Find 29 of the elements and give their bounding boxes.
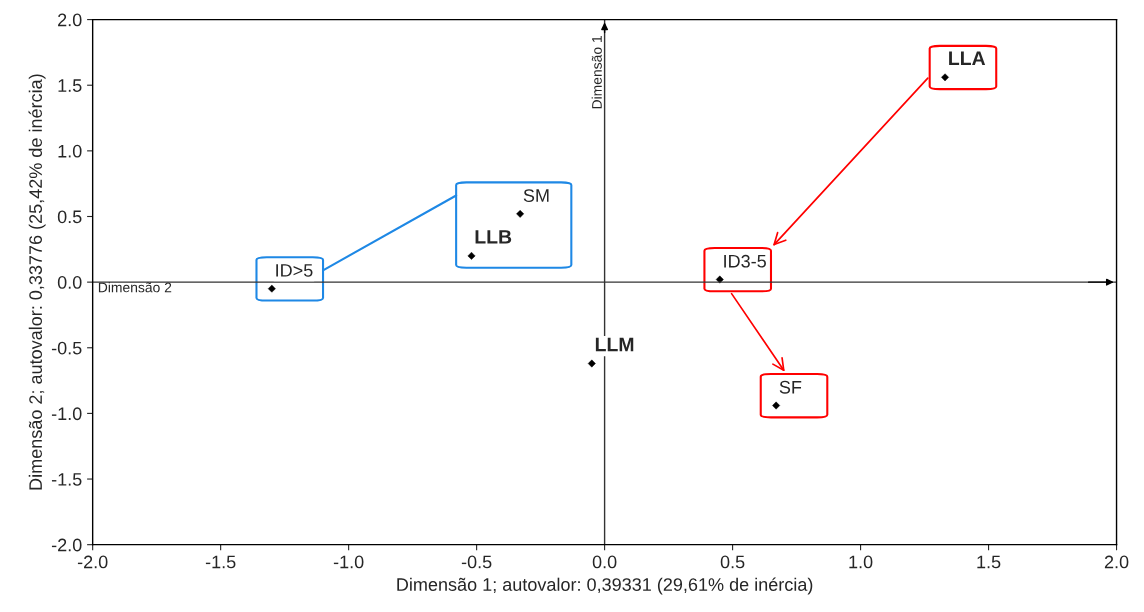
x-tick-label: 1.5: [977, 555, 1001, 569]
y-tick-label: 1.0: [58, 144, 82, 158]
x-tick-label: -1.0: [333, 555, 364, 569]
data-label: LLM: [595, 337, 634, 352]
data-label: ID3-5: [724, 254, 766, 268]
y-tick-label: -0.5: [51, 341, 82, 355]
data-label: SM: [523, 189, 549, 202]
y-tick-label: 1.5: [58, 79, 82, 92]
x-tick-label: -0.5: [461, 555, 492, 569]
data-label: LLB: [475, 230, 512, 244]
x-tick-label: -2.0: [77, 555, 108, 569]
x-tick-label: 1.0: [849, 555, 873, 569]
y-tick-label: -1.0: [51, 407, 82, 421]
x-tick-label: -1.5: [205, 555, 236, 569]
data-label: LLA: [949, 51, 986, 65]
ref-line-label: Dimensão 2: [98, 282, 172, 293]
y-tick-label: 0.5: [57, 210, 82, 224]
y-tick-label: -2.0: [51, 538, 82, 552]
y-tick-label: -1.5: [51, 473, 82, 486]
x-tick-label: 0.0: [592, 555, 617, 569]
x-tick-label: 2.0: [1104, 555, 1129, 569]
data-label: ID>5: [276, 264, 313, 277]
y-axis-title: Dimensão 2; autovalor: 0,33776 (25,42% de inércia): [28, 74, 46, 490]
x-tick-label: 0.5: [720, 555, 745, 569]
data-label: SF: [779, 380, 802, 394]
ref-line-label: Dimensão 1: [591, 36, 602, 109]
y-tick-label: 0.0: [57, 276, 82, 289]
x-axis-title: Dimensão 1; autovalor: 0,39331 (29,61% de inércia): [397, 577, 813, 595]
y-tick-label: 2.0: [58, 13, 82, 27]
